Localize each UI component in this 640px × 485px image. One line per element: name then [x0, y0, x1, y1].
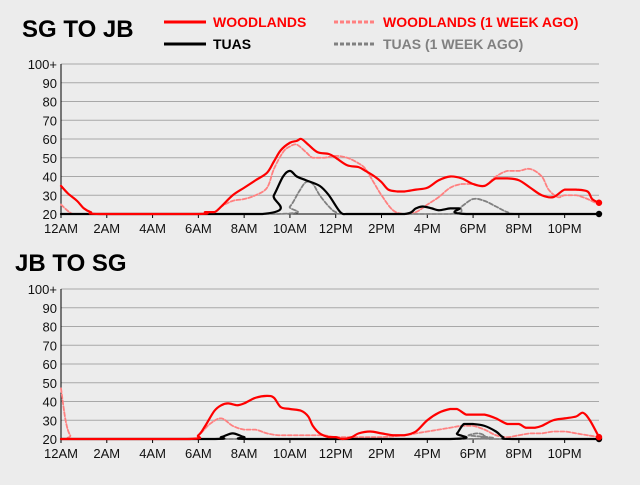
y-tick-label: 60: [43, 132, 57, 147]
x-tick-label: 6AM: [185, 446, 212, 461]
y-tick-label: 70: [43, 338, 57, 353]
x-tick-label: 4PM: [414, 221, 441, 236]
series-line-tuas-1-week-ago: [60, 180, 600, 215]
legend-item: WOODLANDS (1 WEEK AGO): [334, 14, 578, 30]
series-line-tuas: [59, 422, 601, 441]
x-tick-label: 8PM: [506, 446, 533, 461]
y-tick-label: 90: [43, 301, 57, 316]
chart-title: SG TO JB: [22, 16, 134, 43]
y-tick-label: 60: [43, 357, 57, 372]
y-tick-label: 90: [43, 76, 57, 91]
series-line-woodlands: [59, 394, 601, 441]
x-tick-label: 4PM: [414, 446, 441, 461]
y-tick-label: 20: [43, 207, 57, 222]
x-tick-label: 2PM: [368, 446, 395, 461]
chart-title: JB TO SG: [15, 250, 127, 277]
x-tick-label: 6PM: [460, 221, 487, 236]
series-end-dot-tuas: [595, 210, 603, 218]
x-tick-label: 2PM: [368, 221, 395, 236]
series-line-woodlands-1-week-ago: [60, 143, 600, 215]
legend-item: WOODLANDS: [164, 14, 306, 30]
x-tick-label: 10AM: [273, 446, 307, 461]
y-tick-label: 50: [43, 151, 57, 166]
legend-label: WOODLANDS: [213, 14, 306, 30]
x-tick-label: 10PM: [548, 221, 582, 236]
legend-label: TUAS: [213, 36, 251, 52]
y-tick-label: 80: [43, 320, 57, 335]
x-tick-label: 10PM: [548, 446, 582, 461]
series-end-dot-woodlands: [595, 199, 603, 206]
legend-label: TUAS (1 WEEK AGO): [383, 36, 523, 52]
y-tick-label: 30: [43, 413, 57, 428]
y-tick-label: 40: [43, 170, 57, 185]
x-tick-label: 12PM: [319, 221, 353, 236]
x-tick-label: 4AM: [139, 446, 166, 461]
x-tick-label: 8AM: [231, 446, 258, 461]
series-line-tuas: [59, 169, 601, 216]
x-tick-label: 4AM: [139, 221, 166, 236]
y-tick-label: 80: [43, 95, 57, 110]
y-tick-label: 40: [43, 395, 57, 410]
legend-label: WOODLANDS (1 WEEK AGO): [383, 14, 578, 30]
legend-item: TUAS (1 WEEK AGO): [334, 36, 523, 52]
y-tick-label: 20: [43, 432, 57, 447]
x-tick-label: 8PM: [506, 221, 533, 236]
legend-item: TUAS: [164, 36, 251, 52]
series-line-woodlands: [59, 137, 601, 216]
y-tick-label: 100+: [28, 282, 57, 297]
x-tick-label: 2AM: [93, 446, 120, 461]
x-tick-label: 6PM: [460, 446, 487, 461]
x-tick-label: 10AM: [273, 221, 307, 236]
y-tick-label: 70: [43, 113, 57, 128]
series-end-dot-woodlands: [595, 433, 603, 441]
series-line-woodlands-1-week-ago: [60, 387, 600, 440]
y-tick-label: 100+: [28, 57, 57, 72]
x-tick-label: 12AM: [44, 446, 78, 461]
x-tick-label: 12PM: [319, 446, 353, 461]
y-tick-label: 30: [43, 188, 57, 203]
y-tick-label: 50: [43, 376, 57, 391]
x-tick-label: 6AM: [185, 221, 212, 236]
x-tick-label: 12AM: [44, 221, 78, 236]
x-tick-label: 2AM: [93, 221, 120, 236]
x-tick-label: 8AM: [231, 221, 258, 236]
